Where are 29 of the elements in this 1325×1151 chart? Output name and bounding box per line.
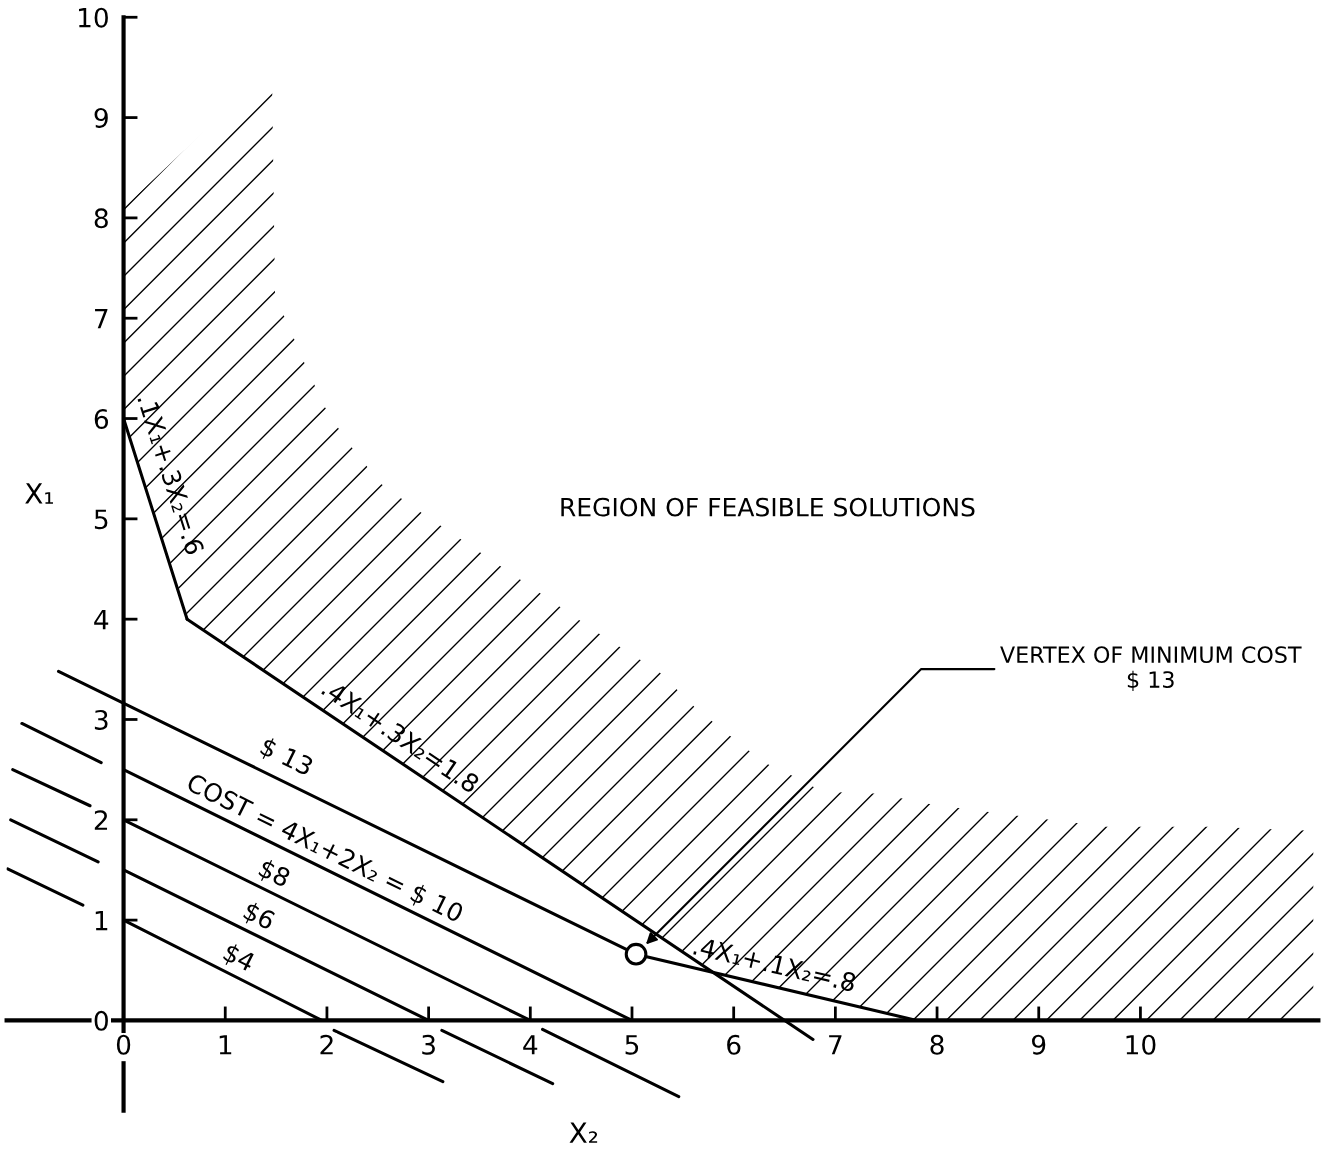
x-tick-label: 6 xyxy=(727,1034,741,1055)
y-tick-label: 8 xyxy=(94,208,108,229)
annotation: $ 13 xyxy=(257,735,315,780)
x-tick-label: 7 xyxy=(829,1035,842,1055)
x-tick-label: 10 xyxy=(1126,1034,1156,1055)
y-tick-label: 4 xyxy=(94,609,109,630)
x-tick-label: 0 xyxy=(116,1034,131,1055)
y-tick-label: 0 xyxy=(94,1010,108,1031)
x-axis-title: X₂ xyxy=(569,1122,598,1143)
y-tick-label: 7 xyxy=(95,309,108,329)
x-tick-label: 9 xyxy=(1032,1034,1046,1055)
y-tick-label: 1 xyxy=(95,910,108,931)
y-tick-label: 3 xyxy=(94,709,108,730)
x-tick-label: 8 xyxy=(930,1034,944,1055)
x-tick-label: 2 xyxy=(320,1034,333,1055)
annotation: REGION OF FEASIBLE SOLUTIONS xyxy=(561,497,975,517)
x-tick-label: 4 xyxy=(523,1035,538,1055)
annotation: $4 xyxy=(220,941,257,975)
x-tick-label: 1 xyxy=(219,1035,232,1055)
y-tick-label: 9 xyxy=(94,108,108,128)
annotation: VERTEX OF MINIMUM COST $ 13 xyxy=(1000,646,1302,691)
y-tick-label: 2 xyxy=(94,810,108,830)
annotation: $6 xyxy=(241,900,277,934)
x-tick-label: 5 xyxy=(625,1035,639,1055)
y-tick-label: 5 xyxy=(94,509,108,530)
y-axis-title: X₁ xyxy=(25,483,53,504)
y-tick-label: 10 xyxy=(78,7,108,28)
x-tick-label: 3 xyxy=(422,1034,435,1055)
y-tick-label: 6 xyxy=(94,408,109,429)
